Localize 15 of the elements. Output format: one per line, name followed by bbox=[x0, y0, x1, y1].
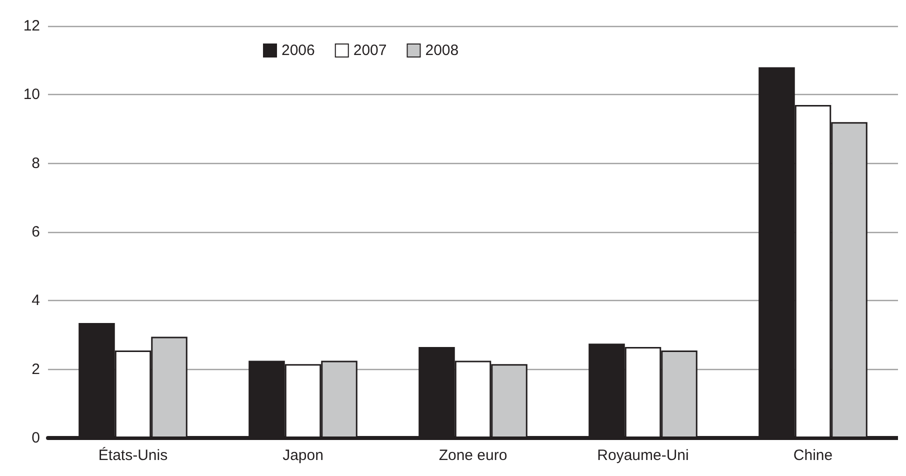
y-tick-label: 10 bbox=[23, 86, 40, 104]
x-tick-label: Royaume-Uni bbox=[597, 447, 689, 464]
x-tick-label: Japon bbox=[282, 447, 324, 464]
legend-label: 2008 bbox=[425, 42, 459, 59]
y-tick-label: 4 bbox=[32, 292, 40, 310]
y-tick-label: 6 bbox=[32, 224, 40, 240]
y-tick-label: 2 bbox=[32, 360, 40, 378]
x-tick-label: Chine bbox=[793, 447, 833, 464]
x-tick-label: États-Unis bbox=[98, 446, 168, 464]
y-tick-label: 12 bbox=[23, 18, 40, 34]
x-tick-label: Zone euro bbox=[438, 447, 508, 464]
y-tick-label: 8 bbox=[32, 154, 40, 172]
y-tick-label: 0 bbox=[32, 430, 40, 446]
legend-label: 2006 bbox=[282, 42, 315, 59]
legend-label: 2007 bbox=[353, 42, 387, 59]
